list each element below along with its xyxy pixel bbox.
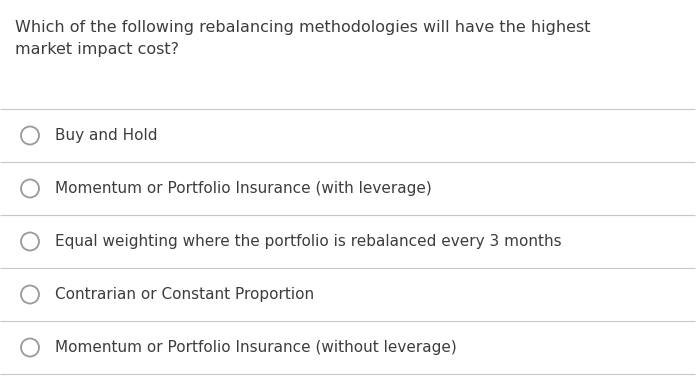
Ellipse shape (21, 232, 39, 251)
Text: Buy and Hold: Buy and Hold (55, 128, 158, 143)
Ellipse shape (21, 180, 39, 197)
Ellipse shape (21, 338, 39, 357)
Ellipse shape (21, 285, 39, 304)
Text: Momentum or Portfolio Insurance (without leverage): Momentum or Portfolio Insurance (without… (55, 340, 456, 355)
Text: Equal weighting where the portfolio is rebalanced every 3 months: Equal weighting where the portfolio is r… (55, 234, 561, 249)
Text: Momentum or Portfolio Insurance (with leverage): Momentum or Portfolio Insurance (with le… (55, 181, 432, 196)
Text: Which of the following rebalancing methodologies will have the highest: Which of the following rebalancing metho… (15, 20, 591, 35)
Text: Contrarian or Constant Proportion: Contrarian or Constant Proportion (55, 287, 314, 302)
Text: market impact cost?: market impact cost? (15, 42, 179, 57)
Ellipse shape (21, 127, 39, 144)
